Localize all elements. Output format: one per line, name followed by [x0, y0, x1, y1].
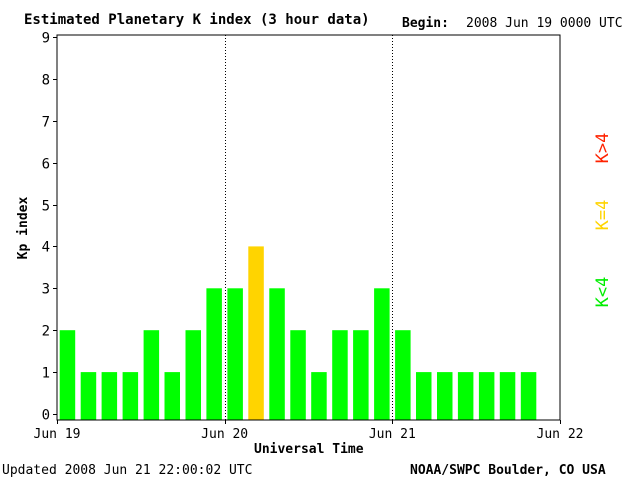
kp-bar	[332, 330, 348, 420]
kp-bar	[59, 330, 76, 420]
kp-bar	[80, 372, 97, 420]
kp-bar	[311, 372, 327, 420]
x-tick-label: Jun 22	[537, 427, 584, 442]
y-tick-label: 7	[42, 115, 50, 131]
begin-label: Begin:	[402, 16, 449, 31]
kp-bar	[457, 372, 474, 420]
kp-bar	[395, 330, 411, 420]
kp-bar	[227, 288, 243, 420]
begin-value: 2008 Jun 19 0000 UTC	[466, 16, 623, 31]
legend-high: K>4	[593, 133, 613, 164]
plot-frame	[56, 34, 561, 421]
y-tick-label: 2	[42, 324, 50, 340]
kp-bar	[185, 330, 201, 420]
y-tick-label: 6	[42, 157, 50, 173]
kp-bar	[416, 372, 432, 420]
chart-title: Estimated Planetary K index (3 hour data…	[24, 12, 370, 28]
y-tick-label: 1	[42, 366, 50, 382]
y-axis-label: Kp index	[16, 197, 31, 260]
legend-equal: K=4	[593, 200, 613, 231]
kp-bar	[248, 246, 264, 420]
updated-timestamp: Updated 2008 Jun 21 22:00:02 UTC	[2, 463, 252, 478]
y-tick-label: 4	[42, 240, 50, 256]
x-tick-label: Jun 20	[201, 427, 248, 442]
kp-bar	[101, 372, 118, 420]
kp-bar	[437, 372, 453, 420]
y-tick-label: 5	[42, 199, 50, 215]
kp-bar	[122, 372, 139, 420]
bars	[59, 246, 537, 420]
axis-ticks: 0 1 2 3 4 5 6 7 8 9 Jun 19 Jun 20 Jun 21 Jun 22	[34, 31, 584, 443]
y-tick-label: 8	[42, 73, 50, 89]
kp-bar	[520, 372, 537, 420]
kp-bar	[290, 330, 306, 420]
source-credit: NOAA/SWPC Boulder, CO USA	[410, 463, 606, 478]
kp-bar	[206, 288, 222, 420]
kp-bar	[164, 372, 180, 420]
kp-bar	[478, 372, 495, 420]
plot-area	[225, 35, 393, 420]
kp-bar	[499, 372, 516, 420]
kp-bar	[269, 288, 285, 420]
kp-bar	[353, 330, 369, 420]
x-axis-label: Universal Time	[254, 442, 364, 457]
x-tick-label: Jun 19	[34, 427, 81, 442]
y-tick-label: 3	[42, 282, 50, 298]
kp-bar	[374, 288, 390, 420]
kp-bar	[143, 330, 160, 420]
x-tick-label: Jun 21	[369, 427, 416, 442]
y-tick-label: 9	[42, 31, 50, 47]
legend-low: K<4	[593, 277, 613, 308]
y-tick-label: 0	[42, 408, 50, 424]
